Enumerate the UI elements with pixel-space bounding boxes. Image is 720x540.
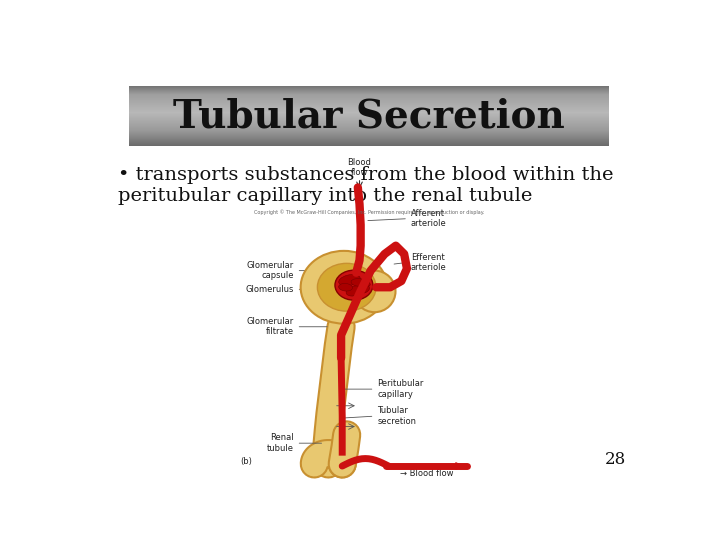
Text: Tubular
secretion: Tubular secretion	[377, 407, 416, 426]
Text: Renal
tubule: Renal tubule	[266, 434, 294, 453]
Ellipse shape	[351, 279, 370, 287]
Text: Glomerular
capsule: Glomerular capsule	[246, 261, 294, 280]
Ellipse shape	[338, 274, 360, 286]
Text: Copyright © The McGraw-Hill Companies, Inc. Permission required for reproduction: Copyright © The McGraw-Hill Companies, I…	[254, 210, 484, 215]
Ellipse shape	[301, 251, 387, 323]
Ellipse shape	[335, 270, 373, 300]
Text: peritubular capillary into the renal tubule: peritubular capillary into the renal tub…	[118, 187, 532, 205]
Ellipse shape	[338, 284, 353, 291]
Ellipse shape	[346, 286, 362, 296]
Text: Tubular Secretion: Tubular Secretion	[173, 98, 565, 136]
Ellipse shape	[354, 271, 395, 312]
Text: (b): (b)	[240, 457, 253, 466]
Text: 28: 28	[604, 451, 626, 468]
Text: Efferent
arteriole: Efferent arteriole	[411, 253, 446, 272]
Text: → Blood flow: → Blood flow	[400, 469, 453, 478]
Ellipse shape	[318, 264, 376, 311]
Text: Blood
flow: Blood flow	[348, 158, 372, 177]
Text: Afferent
arteriole: Afferent arteriole	[411, 209, 446, 228]
Text: Glomerular
filtrate: Glomerular filtrate	[246, 317, 294, 336]
Text: • transports substances from the blood within the: • transports substances from the blood w…	[118, 166, 613, 184]
Ellipse shape	[359, 286, 369, 293]
Text: Peritubular
capillary: Peritubular capillary	[377, 380, 424, 399]
Text: Glomerulus: Glomerulus	[246, 285, 294, 294]
